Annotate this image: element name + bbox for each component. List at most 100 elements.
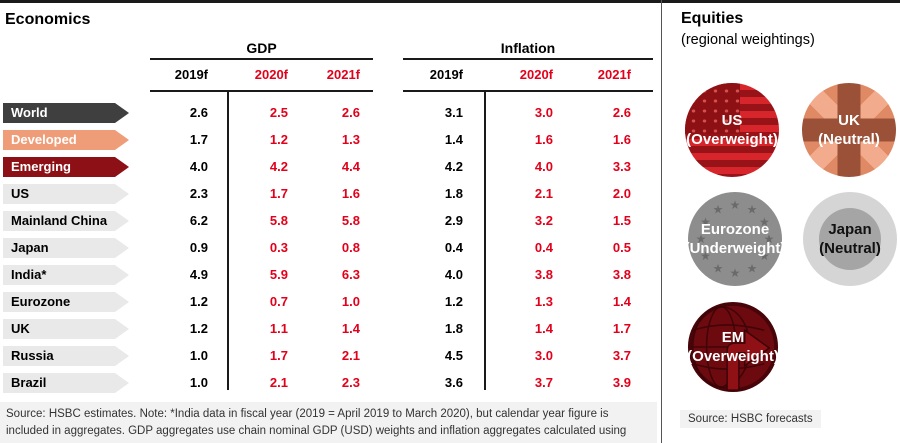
inflation-value: 1.6 (534, 132, 553, 147)
gdp-value: 4.9 (189, 267, 208, 282)
gdp-value: 1.0 (341, 294, 360, 309)
equities-panel: Equities (regional weightings) US (Overw… (662, 0, 900, 443)
equities-title: Equities (681, 10, 744, 27)
row-label-banner: US (3, 184, 129, 204)
gdp-value: 1.7 (269, 348, 288, 363)
badge-region: Eurozone (700, 221, 770, 238)
inflation-value: 0.4 (444, 240, 463, 255)
row-label-banner: World (3, 103, 129, 123)
gdp-value: 4.0 (189, 159, 208, 174)
inflation-value: 2.1 (534, 186, 553, 201)
inflation-value: 3.2 (534, 213, 553, 228)
inflation-value: 1.4 (534, 321, 553, 336)
inflation-value: 3.8 (612, 267, 631, 282)
badge-label: US (Overweight) (685, 83, 779, 177)
us-weighting-badge: US (Overweight) (685, 83, 779, 177)
inflation-value: 3.6 (444, 375, 463, 390)
inflation-value: 3.7 (534, 375, 553, 390)
table-rule (150, 90, 373, 92)
economics-title: Economics (5, 11, 91, 28)
inflation-value: 3.9 (612, 375, 631, 390)
inflation-value: 1.6 (612, 132, 631, 147)
badge-label: Eurozone (Underweight) (685, 192, 786, 286)
gdp-value: 4.4 (341, 159, 360, 174)
inflation-value: 4.5 (444, 348, 463, 363)
badge-weighting: (Overweight) (687, 348, 779, 365)
gdp-value: 1.2 (189, 321, 208, 336)
gdp-value: 2.5 (269, 105, 288, 120)
table-rule (403, 58, 653, 60)
badge-label: EM (Overweight) (686, 300, 780, 394)
inflation-value: 1.8 (444, 321, 463, 336)
badge-region: Japan (828, 221, 872, 238)
table-row: Eurozone 1.2 0.7 1.0 1.2 1.3 1.4 (0, 292, 660, 319)
gdp-value: 2.6 (341, 105, 360, 120)
table-row: Japan 0.9 0.3 0.8 0.4 0.4 0.5 (0, 238, 660, 265)
gdp-col-2020f: 2020f (254, 67, 288, 82)
table-row: Developed 1.7 1.2 1.3 1.4 1.6 1.6 (0, 130, 660, 157)
table-row: UK 1.2 1.1 1.4 1.8 1.4 1.7 (0, 319, 660, 346)
gdp-value: 0.3 (269, 240, 288, 255)
badge-region: US (721, 112, 743, 129)
gdp-value: 1.1 (269, 321, 288, 336)
gdp-group-header: GDP (246, 40, 277, 56)
row-label-banner: Eurozone (3, 292, 129, 312)
eurozone-weighting-badge: ★ ★ ★ ★ ★ ★ ★ ★ ★ ★ ★ ★ Eurozone (Underw… (685, 192, 786, 286)
gdp-value: 1.3 (341, 132, 360, 147)
inflation-value: 1.8 (444, 186, 463, 201)
row-label-banner: Developed (3, 130, 129, 150)
table-row: Russia 1.0 1.7 2.1 4.5 3.0 3.7 (0, 346, 660, 373)
gdp-value: 1.7 (189, 132, 208, 147)
row-label-banner: India* (3, 265, 129, 285)
inflation-value: 3.0 (534, 105, 553, 120)
inflation-value: 1.4 (612, 294, 631, 309)
gdp-value: 1.2 (269, 132, 288, 147)
inflation-value: 1.3 (534, 294, 553, 309)
row-label-banner: Mainland China (3, 211, 129, 231)
inflation-value: 2.6 (612, 105, 631, 120)
table-row: US 2.3 1.7 1.6 1.8 2.1 2.0 (0, 184, 660, 211)
badge-weighting: (Neutral) (818, 131, 880, 148)
economics-panel: Economics GDP Inflation 2019f 2020f 2021… (0, 11, 660, 443)
japan-flag-disc (818, 207, 882, 271)
inflation-col-2020f: 2020f (519, 67, 553, 82)
table-rule (403, 90, 653, 92)
japan-weighting-badge: Japan (Neutral) (803, 192, 897, 286)
inflation-value: 4.2 (444, 159, 463, 174)
badge-label: Japan (Neutral) (803, 192, 897, 286)
source-note: Source: HSBC estimates. Note: *India dat… (0, 402, 657, 443)
inflation-value: 3.8 (534, 267, 553, 282)
gdp-value: 1.2 (189, 294, 208, 309)
badge-weighting: (Neutral) (819, 240, 881, 257)
table-row: Mainland China 6.2 5.8 5.8 2.9 3.2 1.5 (0, 211, 660, 238)
top-accent-bar (0, 0, 900, 3)
gdp-value: 1.7 (269, 186, 288, 201)
gdp-value: 1.4 (341, 321, 360, 336)
inflation-col-2019f: 2019f (429, 67, 463, 82)
row-label-banner: UK (3, 319, 129, 339)
equities-subtitle: (regional weightings) (681, 32, 815, 48)
gdp-value: 2.1 (269, 375, 288, 390)
gdp-value: 2.1 (341, 348, 360, 363)
inflation-group-header: Inflation (500, 40, 556, 56)
inflation-value: 1.4 (444, 132, 463, 147)
table-row: Brazil 1.0 2.1 2.3 3.6 3.7 3.9 (0, 373, 660, 400)
row-label-banner: Emerging (3, 157, 129, 177)
gdp-value: 2.3 (189, 186, 208, 201)
table-rule (484, 90, 486, 390)
row-label-banner: Russia (3, 346, 129, 366)
row-label-banner: Japan (3, 238, 129, 258)
inflation-col-2021f: 2021f (597, 67, 631, 82)
em-weighting-badge: EM (Overweight) (686, 300, 780, 394)
inflation-value: 3.0 (534, 348, 553, 363)
badge-region: EM (721, 329, 745, 346)
table-body: World 2.6 2.5 2.6 3.1 3.0 2.6 Developed … (0, 103, 660, 400)
uk-weighting-badge: UK (Neutral) (802, 83, 896, 177)
gdp-col-2019f: 2019f (174, 67, 208, 82)
gdp-value: 5.8 (341, 213, 360, 228)
inflation-value: 3.3 (612, 159, 631, 174)
inflation-value: 1.5 (612, 213, 631, 228)
inflation-value: 4.0 (534, 159, 553, 174)
table-rule (150, 58, 373, 60)
